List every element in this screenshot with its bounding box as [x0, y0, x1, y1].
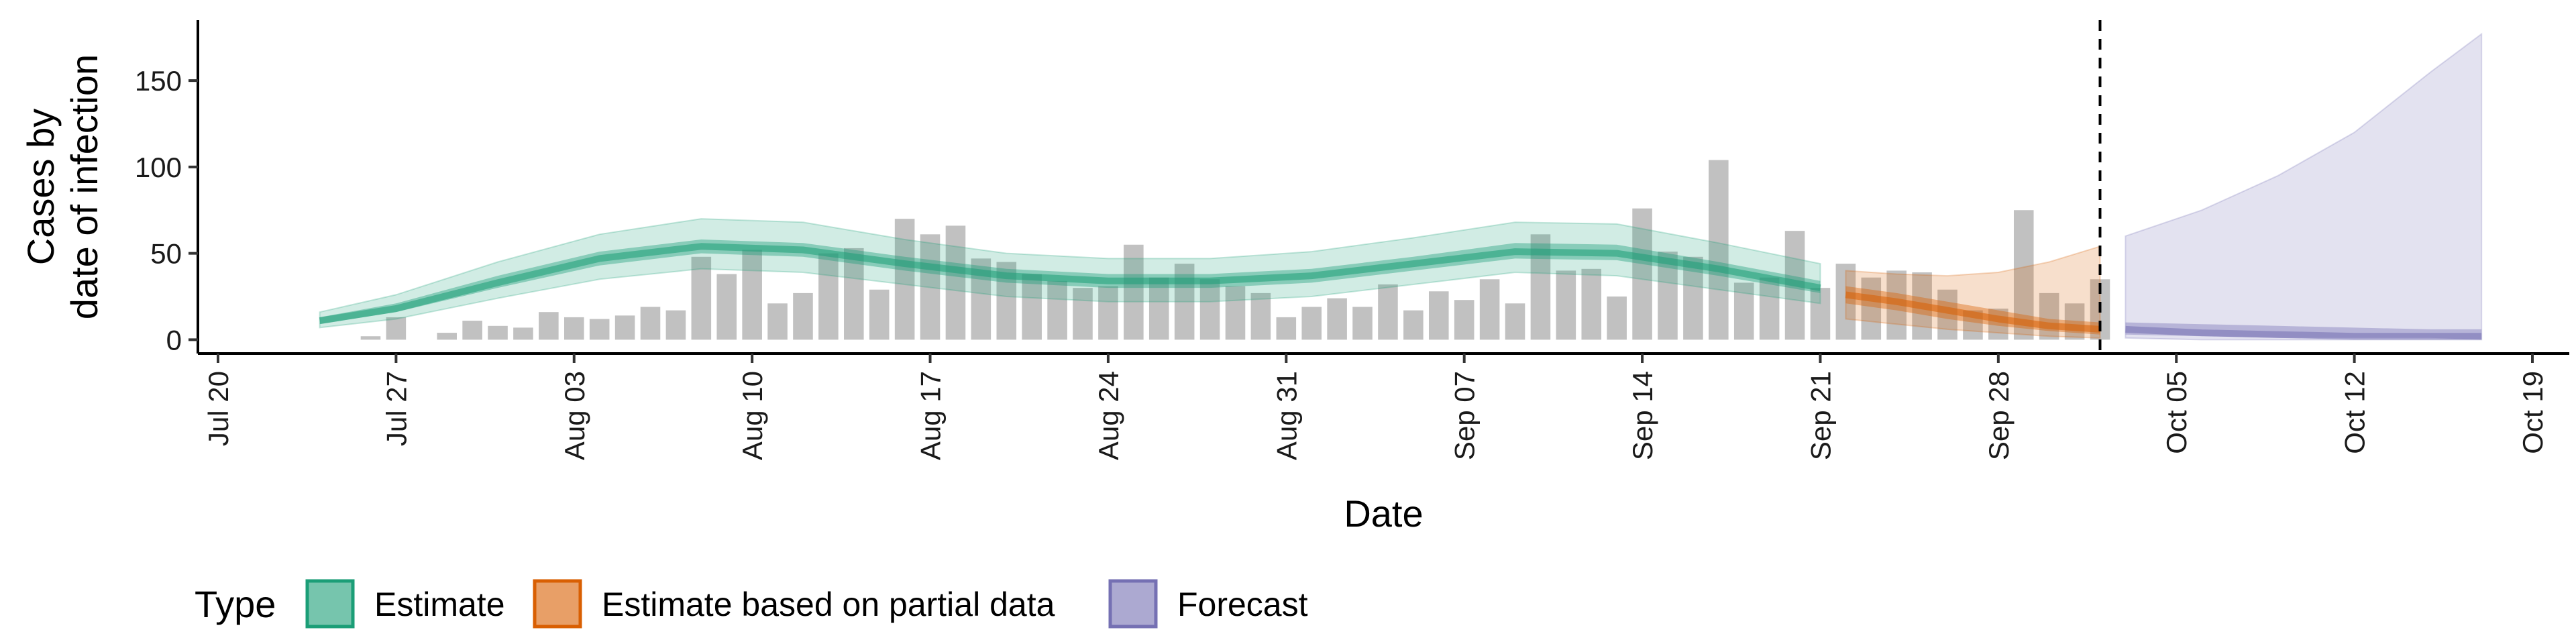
x-tick-label: Jul 27: [380, 371, 412, 446]
x-tick-label: Jul 20: [203, 371, 234, 446]
y-tick-label: 0: [166, 324, 182, 356]
y-tick-label: 100: [135, 152, 182, 183]
bar: [1556, 270, 1576, 340]
bar: [716, 274, 737, 340]
bar: [818, 253, 839, 340]
bar: [1250, 292, 1271, 340]
legend-swatch: [1108, 579, 1158, 629]
bar: [1378, 284, 1398, 340]
bar: [945, 225, 966, 340]
bar: [386, 317, 407, 340]
bars-layer: [360, 160, 2110, 340]
bar: [589, 319, 610, 340]
estimate-median-line: [319, 243, 1821, 325]
bar: [1810, 288, 1831, 340]
bar: [742, 250, 762, 340]
bar: [1174, 264, 1195, 340]
bar: [869, 289, 890, 340]
estimate-based-on-partial-data-median-line: [1845, 291, 2100, 333]
y-tick-label: 150: [135, 65, 182, 97]
x-axis-title: Date: [1344, 492, 1423, 535]
bar: [564, 317, 584, 340]
bar: [614, 315, 635, 340]
x-tick-label: Sep 28: [1983, 371, 2015, 460]
bar: [1124, 244, 1144, 340]
bar: [1301, 307, 1322, 340]
bar: [767, 303, 788, 340]
x-tick-label: Oct 05: [2161, 371, 2192, 454]
bar: [437, 333, 457, 340]
bands-layer: [319, 32, 2483, 341]
bar: [1479, 279, 1500, 340]
bar: [1733, 282, 1754, 340]
x-tick-label: Aug 03: [559, 371, 590, 460]
y-axis-title-line-2: date of infection: [63, 54, 105, 319]
bar: [844, 248, 864, 340]
bar: [1581, 268, 1602, 340]
bar: [1658, 252, 1678, 340]
bar: [1632, 208, 1652, 340]
bar: [513, 327, 533, 340]
bar: [1759, 277, 1780, 340]
bar: [1148, 277, 1169, 340]
x-tick-label: Aug 10: [737, 371, 768, 460]
x-tick-label: Aug 17: [915, 371, 947, 460]
x-tick-label: Aug 31: [1271, 371, 1302, 460]
x-tick-label: Oct 12: [2339, 371, 2371, 454]
legend-swatch: [305, 579, 355, 629]
bar: [2013, 210, 2034, 340]
bar: [894, 219, 915, 340]
estimate-based-on-partial-data-outer-band: [1845, 245, 2101, 339]
bar: [539, 312, 559, 340]
bar: [2039, 292, 2059, 340]
bar: [640, 307, 661, 340]
bar: [1709, 160, 1729, 340]
x-tick-label: Oct 19: [2517, 371, 2548, 454]
bar: [1403, 310, 1424, 340]
x-tick-label: Sep 14: [1627, 371, 1658, 460]
bar: [1199, 279, 1220, 340]
bar: [1073, 288, 1093, 340]
bar: [1276, 317, 1297, 340]
y-axis-title-line-1: Cases by: [19, 109, 62, 265]
bar: [665, 310, 686, 340]
legend-swatch: [533, 579, 582, 629]
y-tick-label: 50: [150, 238, 182, 270]
bar: [1352, 307, 1373, 340]
bar: [920, 234, 941, 340]
y-axis-title: Cases by date of infection: [19, 54, 105, 319]
legend-label: Estimate based on partial data: [602, 586, 1055, 623]
bar: [691, 256, 712, 340]
bar: [1327, 298, 1347, 340]
bar: [1047, 280, 1067, 340]
bar: [488, 325, 508, 340]
x-tick-label: Sep 21: [1805, 371, 1836, 460]
legend-label: Forecast: [1177, 586, 1308, 623]
bar: [1225, 286, 1246, 340]
x-tick-label: Sep 07: [1449, 371, 1481, 460]
bar: [1683, 256, 1703, 340]
bar: [1022, 274, 1042, 340]
bar: [360, 336, 381, 340]
bar: [1835, 264, 1856, 340]
bar: [2064, 303, 2085, 340]
bar: [462, 321, 482, 340]
bar: [1505, 303, 1525, 340]
bar: [1988, 309, 2008, 340]
forecast-median-line: [2125, 325, 2482, 340]
legend-label: Estimate: [374, 586, 505, 623]
x-tick-label: Aug 24: [1093, 371, 1124, 460]
forecast-outer-band: [2125, 32, 2483, 341]
bar: [1428, 291, 1449, 340]
axes-layer: 0 50 100 150 Jul 20 Jul 27 Aug 03 Aug 10 Aug 17 A…: [135, 20, 2569, 460]
bar: [1098, 286, 1118, 340]
bar: [1607, 297, 1627, 340]
legend-title: Type: [195, 583, 276, 625]
bar: [1861, 277, 1882, 340]
bar: [1454, 300, 1474, 340]
legend: Type Estimate Estimate based on partial d…: [195, 579, 1308, 629]
bar: [793, 292, 813, 340]
